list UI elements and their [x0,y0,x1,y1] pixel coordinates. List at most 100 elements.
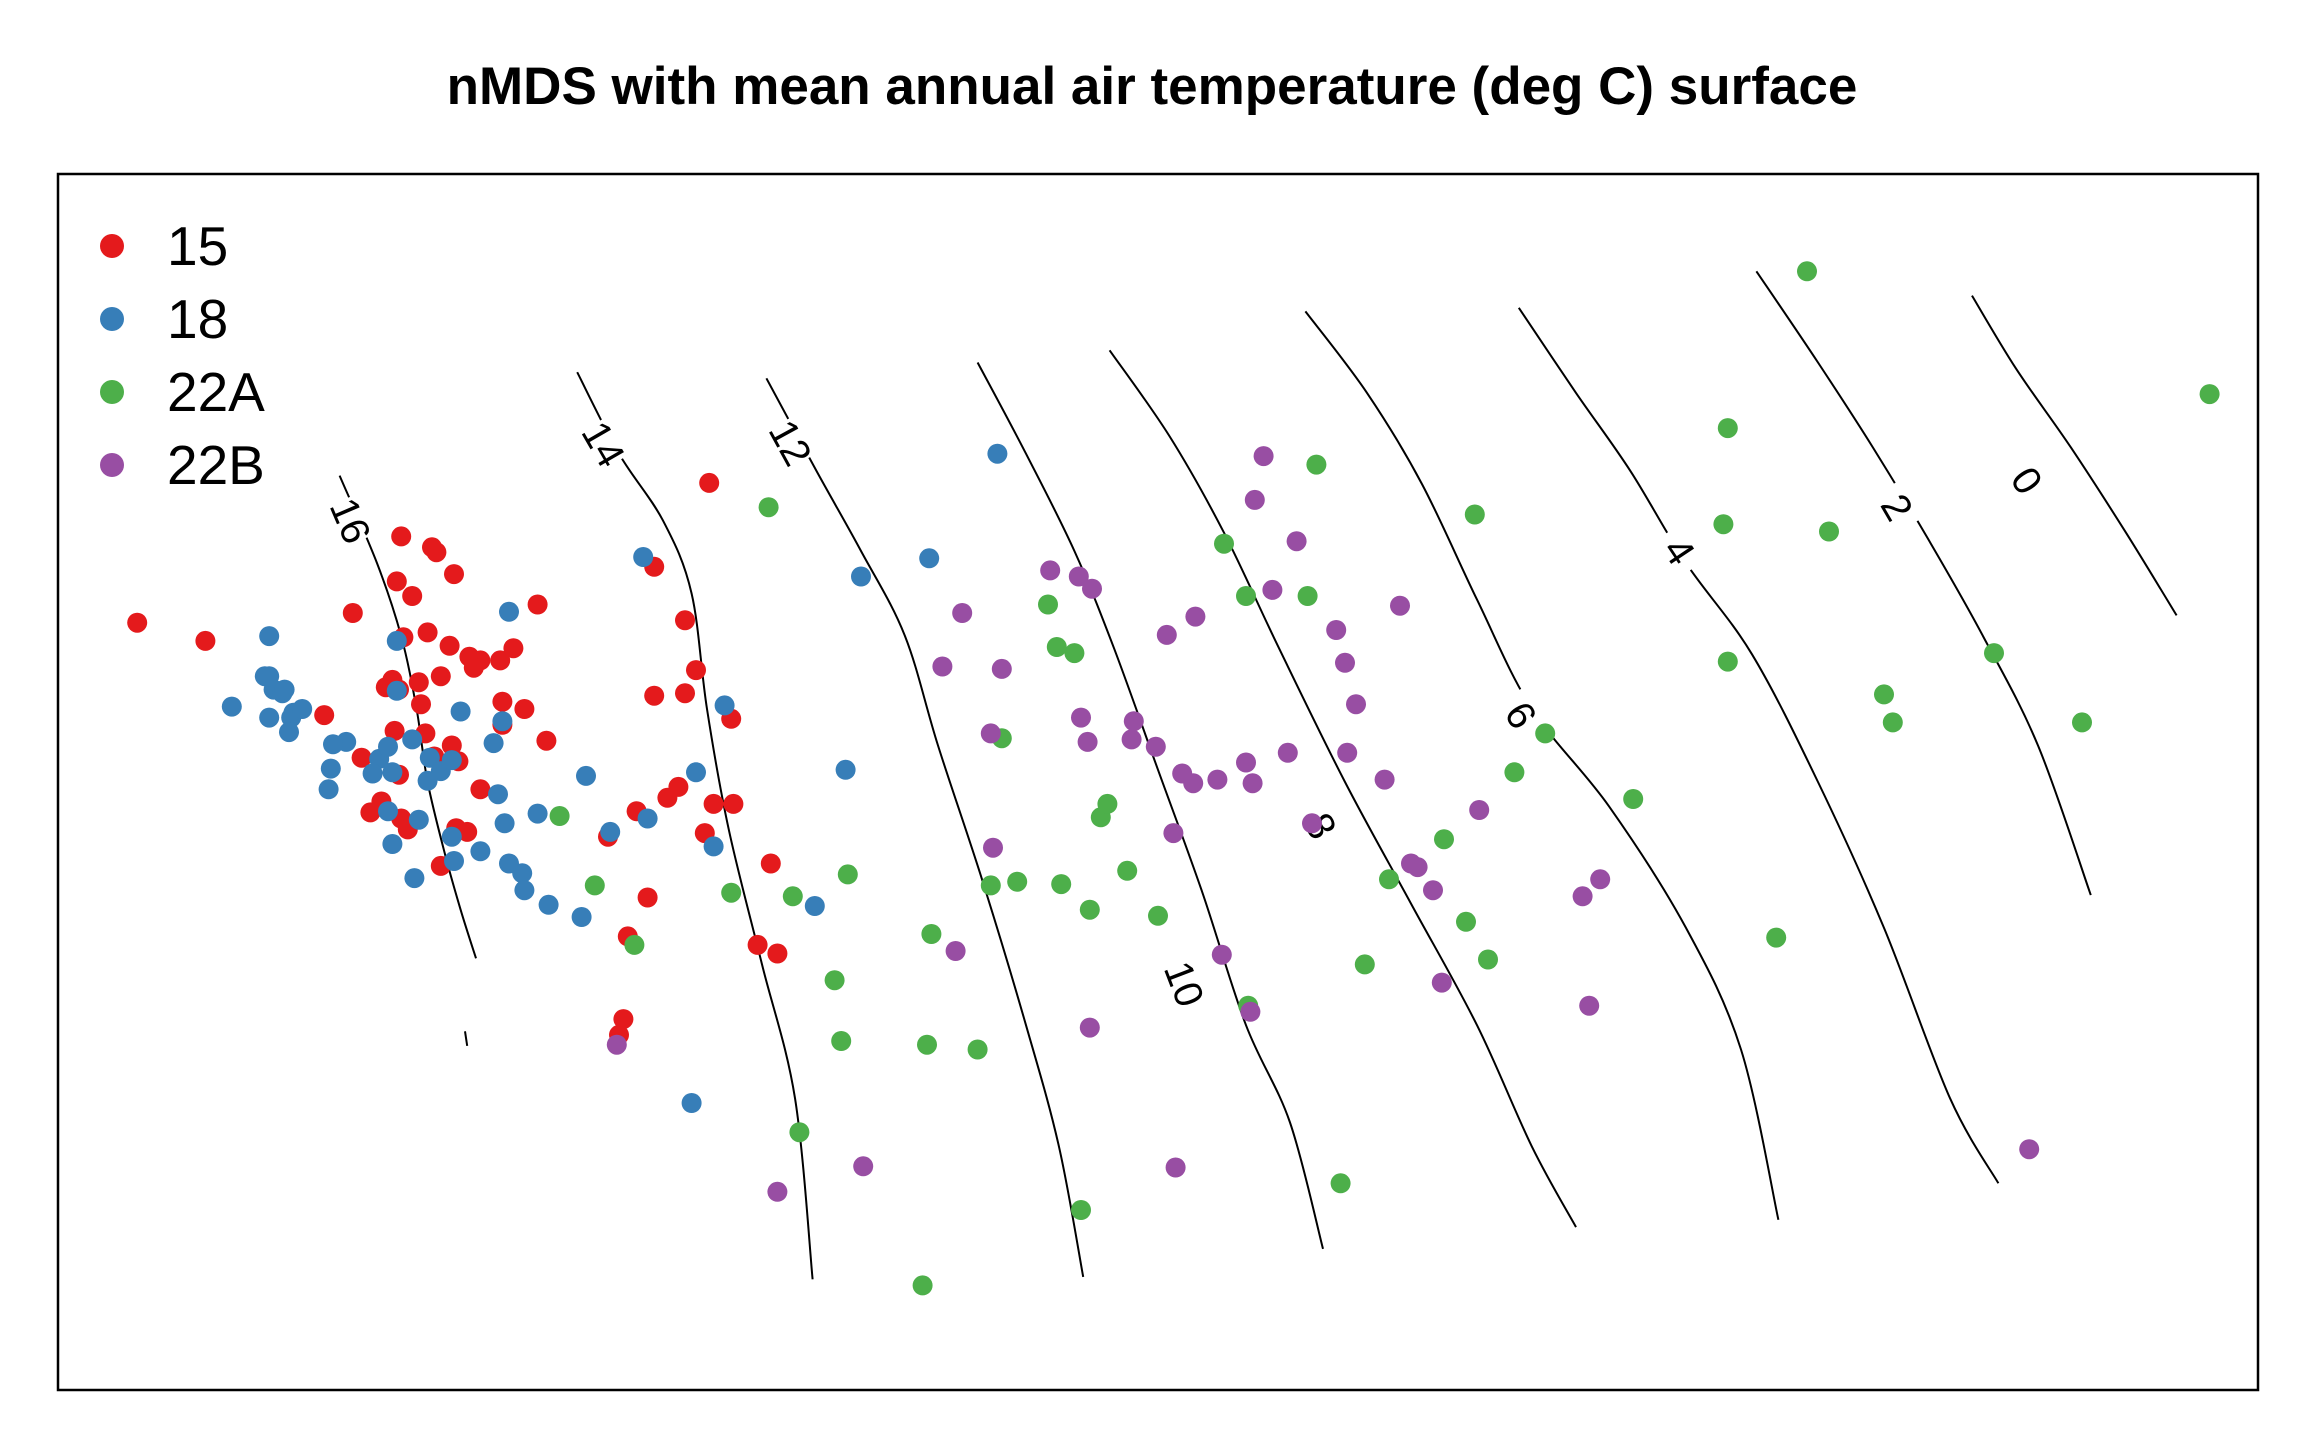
contour-line-0 [1971,295,2178,616]
point-22A [1297,586,1318,606]
chart-title: nMDS with mean annual air temperature (d… [447,57,1858,116]
point-18 [527,803,548,824]
point-18 [851,566,871,587]
point-18 [494,813,515,834]
point-22B [1242,773,1263,794]
point-22A [1148,905,1168,926]
point-22B [1277,742,1298,763]
point-15 [441,735,462,756]
point-18 [378,736,398,757]
point-18 [637,808,658,829]
point-18 [417,770,438,791]
point-18 [320,758,341,779]
point-18 [259,666,280,687]
point-22A [1354,954,1375,975]
point-15 [492,691,513,712]
contour-line-10 [976,362,1324,1250]
contour-layer: 0246810121416 [319,270,2178,1280]
contour-label-14: 14 [573,414,633,475]
point-22A [1097,793,1118,814]
point-18 [470,841,491,862]
point-18 [686,762,706,783]
point-22A [1379,869,1399,890]
contour-line-8 [1108,349,1577,1228]
point-18 [499,601,519,622]
point-15 [351,747,372,768]
point-15 [536,730,557,751]
points-layer [127,261,2220,1296]
point-22B [932,656,953,677]
point-15 [470,779,491,800]
point-18 [512,863,533,884]
point-18 [402,729,423,750]
contour-line-14 [576,371,814,1280]
point-15 [444,564,464,585]
point-18 [538,894,559,915]
point-18 [441,826,462,847]
point-15 [760,853,781,874]
point-22B [1431,972,1452,993]
point-22A [912,1275,933,1296]
point-22B [1079,1017,1100,1038]
point-22B [983,837,1003,858]
point-22A [1797,261,1817,282]
legend-marker-22B [100,453,124,477]
point-15 [411,694,431,715]
point-22B [1156,624,1177,645]
point-22B [1207,769,1228,790]
point-22B [1407,857,1428,878]
point-22B [945,941,966,961]
point-22B [1326,620,1347,640]
point-22A [1456,911,1476,932]
point-22A [2072,712,2092,733]
point-22A [584,875,605,896]
point-15 [723,793,744,814]
point-18 [714,695,735,716]
series-18 [221,443,1008,1113]
point-22A [824,970,845,991]
point-22B [1335,652,1355,673]
point-18 [323,734,343,755]
contour-line-4 [1517,307,2000,1184]
point-22B [1244,489,1265,510]
point-18 [600,821,621,842]
point-18 [221,696,242,717]
contour-label-background [758,411,823,474]
point-22B [1590,869,1611,890]
point-18 [382,834,403,854]
point-22B [853,1156,874,1177]
point-22A [1717,418,1738,439]
point-15 [668,776,689,797]
point-18 [318,779,339,800]
point-18 [987,443,1008,464]
point-22B [1253,446,1274,467]
point-22B [1145,736,1166,757]
point-22A [1330,1173,1351,1194]
point-15 [439,635,460,656]
contour-line-6 [1304,310,1780,1221]
series-22A [549,261,2220,1296]
point-22B [1163,823,1184,844]
point-15 [314,705,335,726]
point-15 [767,943,788,964]
contour-label-background [319,490,382,551]
point-22A [1214,533,1234,554]
point-18 [571,907,592,927]
point-15 [675,683,695,704]
contour-label-background [1154,954,1215,1013]
point-22B [1082,578,1102,599]
point-22B [1374,769,1395,790]
point-18 [378,801,398,822]
point-15 [127,612,148,633]
point-22B [1211,944,1232,965]
point-22B [606,1034,627,1055]
point-22A [758,497,779,518]
point-22A [837,864,858,885]
legend-marker-15 [100,234,124,258]
contour-label-background [571,412,636,476]
point-22A [980,875,1001,896]
point-22A [1478,949,1498,970]
point-22B [1579,995,1600,1016]
point-18 [576,765,596,786]
